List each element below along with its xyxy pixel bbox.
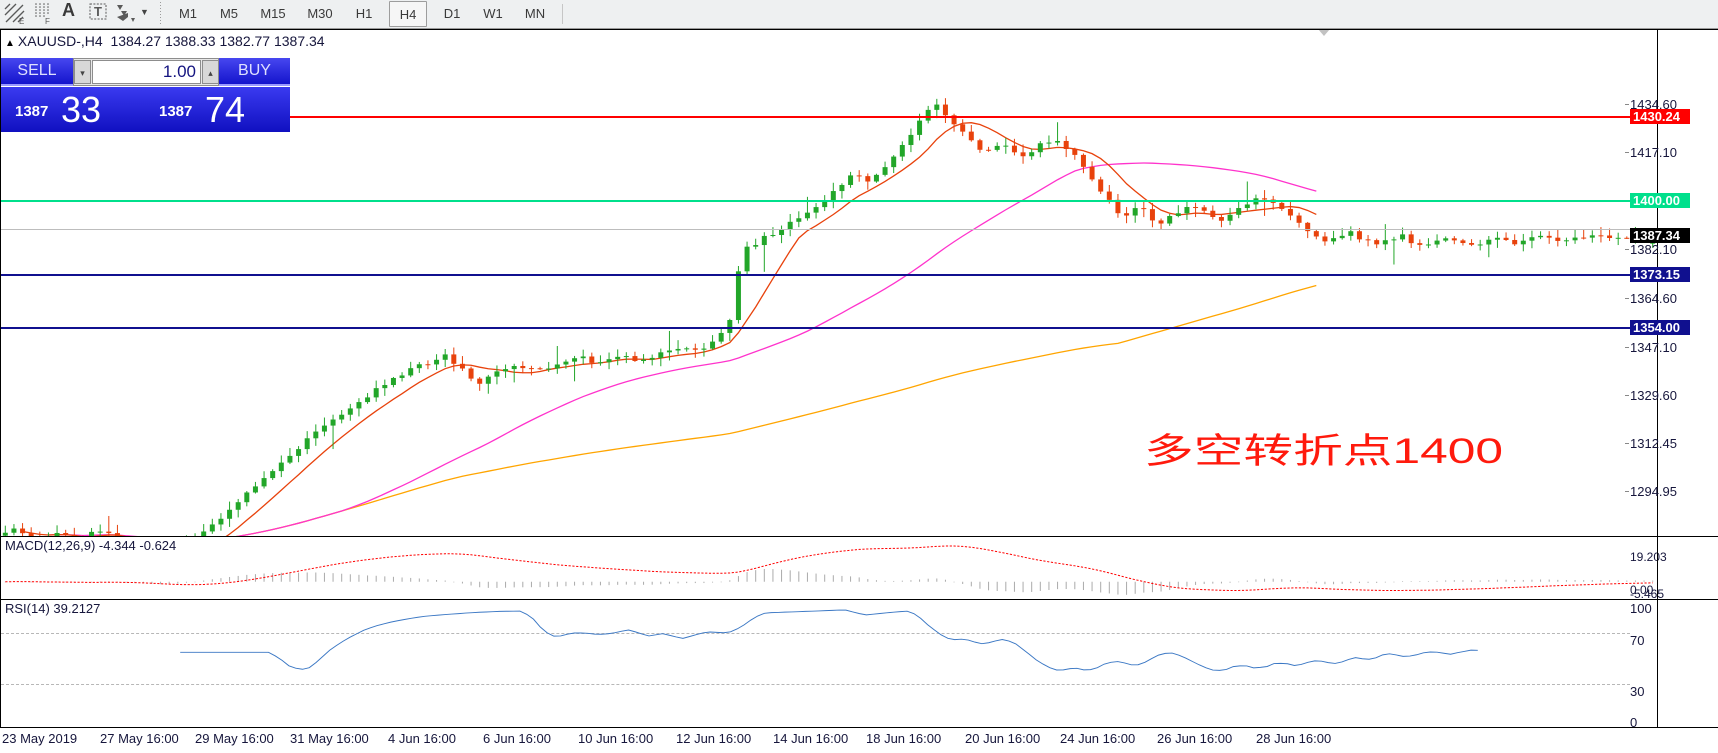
svg-text:F: F	[45, 17, 50, 25]
svg-text:E: E	[19, 17, 24, 25]
svg-text:T: T	[94, 4, 102, 19]
